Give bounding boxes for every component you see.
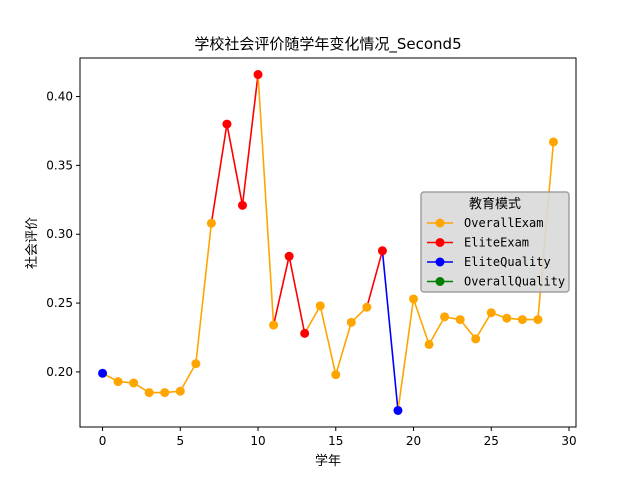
data-point	[517, 315, 527, 325]
legend-box	[420, 191, 570, 293]
series-segment	[272, 255, 290, 326]
legend-swatch-marker	[435, 277, 445, 286]
x-tick-label: 25	[484, 434, 499, 448]
data-point	[424, 339, 434, 349]
chart-title: 学校社会评价随学年变化情况_Second5	[194, 35, 461, 54]
series-segment	[226, 123, 244, 207]
data-point	[113, 377, 123, 387]
legend-entry-label: EliteQuality	[464, 255, 551, 269]
x-tick-label: 10	[250, 434, 265, 448]
data-point	[175, 386, 185, 396]
x-tick-label: 5	[176, 434, 184, 448]
series-segment	[334, 321, 353, 376]
data-point	[129, 378, 139, 388]
data-point	[300, 328, 310, 338]
data-point	[206, 218, 216, 228]
data-point	[486, 308, 496, 318]
series-segment	[195, 222, 213, 365]
y-axis-label: 社会评价	[24, 217, 40, 269]
legend-entry-label: OverallQuality	[464, 275, 565, 289]
data-point	[191, 359, 201, 369]
legend-title: 教育模式	[469, 196, 521, 212]
x-axis-label: 学年	[315, 453, 341, 469]
data-point	[377, 246, 387, 256]
x-tick-label: 20	[406, 434, 421, 448]
x-tick-label: 15	[328, 434, 343, 448]
x-tick-label: 0	[99, 434, 107, 448]
series-segment	[428, 316, 446, 346]
data-point	[471, 334, 481, 344]
series-segment	[241, 73, 259, 207]
data-point	[222, 119, 232, 129]
series-segment	[474, 311, 493, 340]
data-point	[237, 200, 247, 210]
data-point	[533, 315, 543, 325]
data-point	[253, 70, 263, 80]
series-segment	[381, 249, 399, 412]
series-segment	[412, 298, 430, 346]
legend: 教育模式 OverallExamEliteExamEliteQualityOve…	[420, 191, 570, 293]
data-point	[331, 370, 341, 380]
y-tick-label: 0.35	[46, 158, 73, 172]
legend-entry-label: EliteExam	[464, 236, 529, 250]
plot-frame	[79, 57, 577, 428]
data-point	[346, 317, 356, 327]
data-point	[269, 320, 279, 330]
data-point	[315, 301, 325, 311]
data-point	[393, 405, 403, 415]
data-point	[284, 251, 294, 261]
y-tick-label: 0.40	[46, 90, 73, 104]
data-point	[548, 137, 558, 147]
series-segment	[257, 73, 275, 326]
series-segment	[179, 362, 197, 393]
series-points	[98, 70, 558, 415]
series-segment	[210, 123, 228, 225]
legend-swatch-marker	[435, 218, 445, 228]
y-tick-label: 0.25	[46, 296, 73, 310]
legend-swatch-marker	[435, 257, 445, 267]
data-point	[362, 302, 372, 312]
data-point	[160, 388, 170, 398]
series-segment	[303, 305, 322, 335]
series-segment	[397, 298, 415, 412]
y-tick-label: 0.30	[46, 227, 73, 241]
y-axis-ticks: 0.20 0.25 0.30 0.35 0.40	[46, 90, 80, 379]
data-point	[502, 313, 512, 323]
data-point	[440, 312, 450, 322]
series-segment	[288, 255, 306, 335]
data-point	[98, 368, 108, 378]
x-axis-ticks: 0 5 10 15 20 25 30	[99, 427, 577, 448]
series-segment	[319, 305, 337, 376]
data-point	[455, 315, 465, 325]
y-tick-label: 0.20	[46, 365, 73, 379]
legend-entries: OverallExam EliteExam EliteQuality OverallQ…	[427, 216, 565, 289]
x-tick-label: 30	[561, 434, 576, 448]
legend-swatch-marker	[435, 238, 445, 247]
legend-entry-label: OverallExam	[464, 216, 543, 230]
data-point	[144, 388, 154, 398]
data-point	[409, 294, 419, 304]
series-segment	[366, 249, 384, 309]
